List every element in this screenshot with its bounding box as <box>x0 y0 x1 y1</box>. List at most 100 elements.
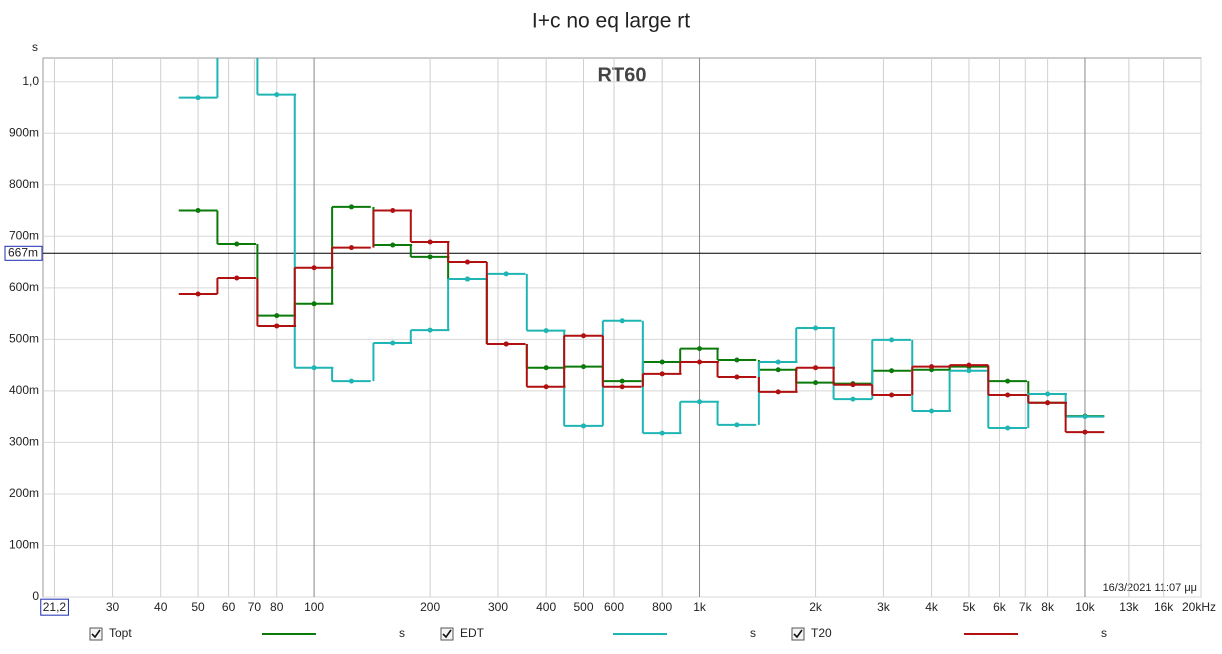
marker <box>503 271 509 277</box>
y-tick-label: 800m <box>9 177 39 191</box>
marker <box>464 276 470 282</box>
x-tick-label: 4k <box>925 600 939 614</box>
x-tick-label: 70 <box>248 600 262 614</box>
marker <box>348 245 354 251</box>
marker <box>1005 425 1011 431</box>
marker <box>234 275 240 281</box>
marker <box>734 374 740 380</box>
marker <box>850 396 856 402</box>
x-tick-label: 10k <box>1075 600 1095 614</box>
y-tick-label: 1,0 <box>22 74 39 88</box>
marker <box>775 359 781 365</box>
marker <box>775 367 781 373</box>
marker <box>311 265 317 271</box>
x-tick-label: 7k <box>1019 600 1033 614</box>
marker <box>390 242 396 248</box>
marker <box>813 325 819 331</box>
x-tick-label: 60 <box>222 600 236 614</box>
x-tick-label: 16k <box>1154 600 1174 614</box>
marker <box>234 28 239 33</box>
legend-check <box>91 629 101 639</box>
marker <box>274 313 280 319</box>
x-tick-label: 5k <box>963 600 977 614</box>
marker <box>581 364 587 370</box>
x-start-box <box>40 598 69 616</box>
marker <box>619 384 625 390</box>
marker <box>311 301 317 307</box>
x-tick-label: 6k <box>993 600 1007 614</box>
marker <box>543 328 549 334</box>
cursor-box <box>4 245 43 261</box>
legend-check <box>793 629 803 639</box>
marker <box>697 346 703 352</box>
legend-checkbox[interactable] <box>440 627 454 641</box>
y-tick-label: 600m <box>9 280 39 294</box>
x-tick-label: 100 <box>304 600 324 614</box>
x-tick-label: 200 <box>420 600 440 614</box>
marker <box>1045 400 1051 406</box>
y-tick-label: 200m <box>9 486 39 500</box>
marker <box>775 389 781 395</box>
marker <box>929 408 935 414</box>
x-tick-label: 800 <box>652 600 672 614</box>
x-tick-label: 50 <box>191 600 205 614</box>
x-tick-label: 40 <box>154 600 168 614</box>
legend-unit: s <box>1101 626 1107 640</box>
marker <box>966 362 972 368</box>
chart-title: I+c no eq large rt <box>532 10 690 33</box>
marker <box>311 365 317 371</box>
y-tick-label: 400m <box>9 383 39 397</box>
y-tick-label: 100m <box>9 538 39 552</box>
marker <box>889 337 895 343</box>
marker <box>195 291 201 297</box>
x-tick-label: 300 <box>488 600 508 614</box>
marker <box>195 95 201 101</box>
legend-checkbox[interactable] <box>89 627 103 641</box>
y-unit: s <box>32 40 38 54</box>
marker <box>348 378 354 384</box>
marker <box>581 423 587 429</box>
marker <box>889 392 895 398</box>
legend-checkbox[interactable] <box>791 627 805 641</box>
legend-label: T20 <box>811 626 832 640</box>
marker <box>234 241 240 247</box>
marker <box>1082 414 1088 420</box>
marker <box>734 357 740 363</box>
marker <box>390 208 396 214</box>
x-tick-label: 20kHz <box>1182 600 1216 614</box>
marker <box>619 318 625 324</box>
legend-label: EDT <box>460 626 485 640</box>
marker <box>929 364 935 370</box>
marker <box>659 371 665 377</box>
marker <box>503 341 509 347</box>
marker <box>427 239 433 245</box>
cursor-label: 667m <box>8 245 38 259</box>
legend-label: Topt <box>109 626 132 640</box>
x-tick-label: 21,2 <box>43 600 67 614</box>
annotation: RT60 <box>598 64 647 86</box>
timestamp: 16/3/2021 11:07 μμ <box>1103 582 1197 594</box>
marker <box>1045 391 1051 397</box>
x-tick-label: 8k <box>1041 600 1055 614</box>
x-tick-label: 600 <box>604 600 624 614</box>
marker <box>697 399 703 405</box>
y-tick-label: 0 <box>32 589 39 603</box>
legend-unit: s <box>399 626 405 640</box>
x-tick-label: 400 <box>536 600 556 614</box>
marker <box>1005 392 1011 398</box>
marker <box>813 365 819 371</box>
marker <box>274 323 280 329</box>
marker <box>850 382 856 388</box>
marker <box>659 430 665 436</box>
marker <box>543 384 549 390</box>
marker <box>659 359 665 365</box>
marker <box>813 380 819 386</box>
x-tick-label: 3k <box>877 600 891 614</box>
marker <box>427 327 433 333</box>
y-tick-label: 300m <box>9 435 39 449</box>
marker <box>427 254 433 260</box>
marker <box>889 368 895 374</box>
x-tick-label: 500 <box>573 600 593 614</box>
legend-unit: s <box>750 626 756 640</box>
